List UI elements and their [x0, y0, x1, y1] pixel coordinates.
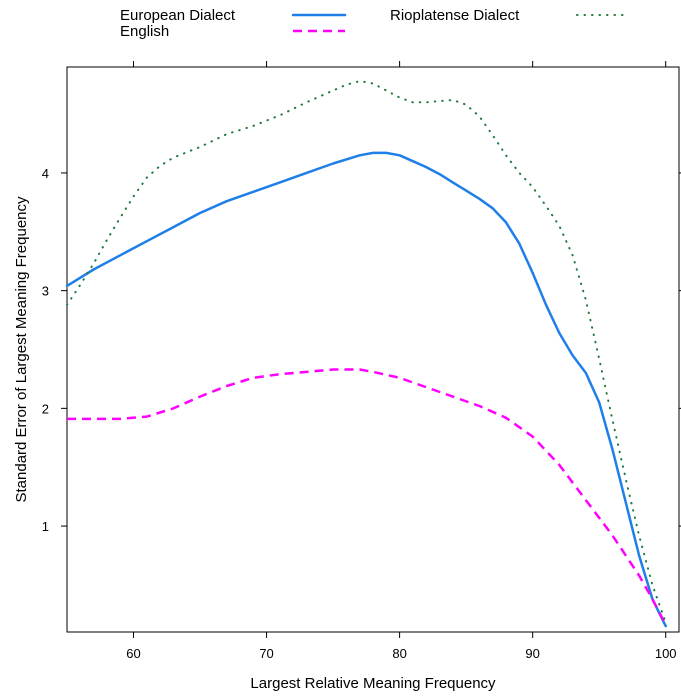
series-layer	[65, 80, 667, 628]
x-tick-label: 90	[525, 646, 539, 661]
y-axis-label: Standard Error of Largest Meaning Freque…	[13, 196, 30, 502]
legend-label: English	[120, 23, 169, 40]
axis-ticks: 60 70 80 90 100 1 2 3 4	[42, 61, 681, 661]
series-line-european-dialect	[65, 151, 667, 628]
series-line-rioplatense-dialect	[66, 80, 667, 624]
y-tick-label: 3	[42, 284, 49, 299]
plot-frame	[66, 66, 680, 633]
x-tick-label: 80	[392, 646, 406, 661]
y-tick-label: 4	[42, 166, 49, 181]
y-tick-label: 1	[42, 519, 49, 534]
series-line-english	[67, 368, 667, 626]
x-axis-label: Largest Relative Meaning Frequency	[250, 675, 496, 692]
legend-label: Rioplatense Dialect	[390, 7, 520, 24]
x-tick-label: 60	[126, 646, 140, 661]
x-tick-label: 100	[655, 646, 677, 661]
legend-label: European Dialect	[120, 7, 236, 24]
x-tick-label: 70	[259, 646, 273, 661]
y-tick-label: 2	[42, 401, 49, 416]
